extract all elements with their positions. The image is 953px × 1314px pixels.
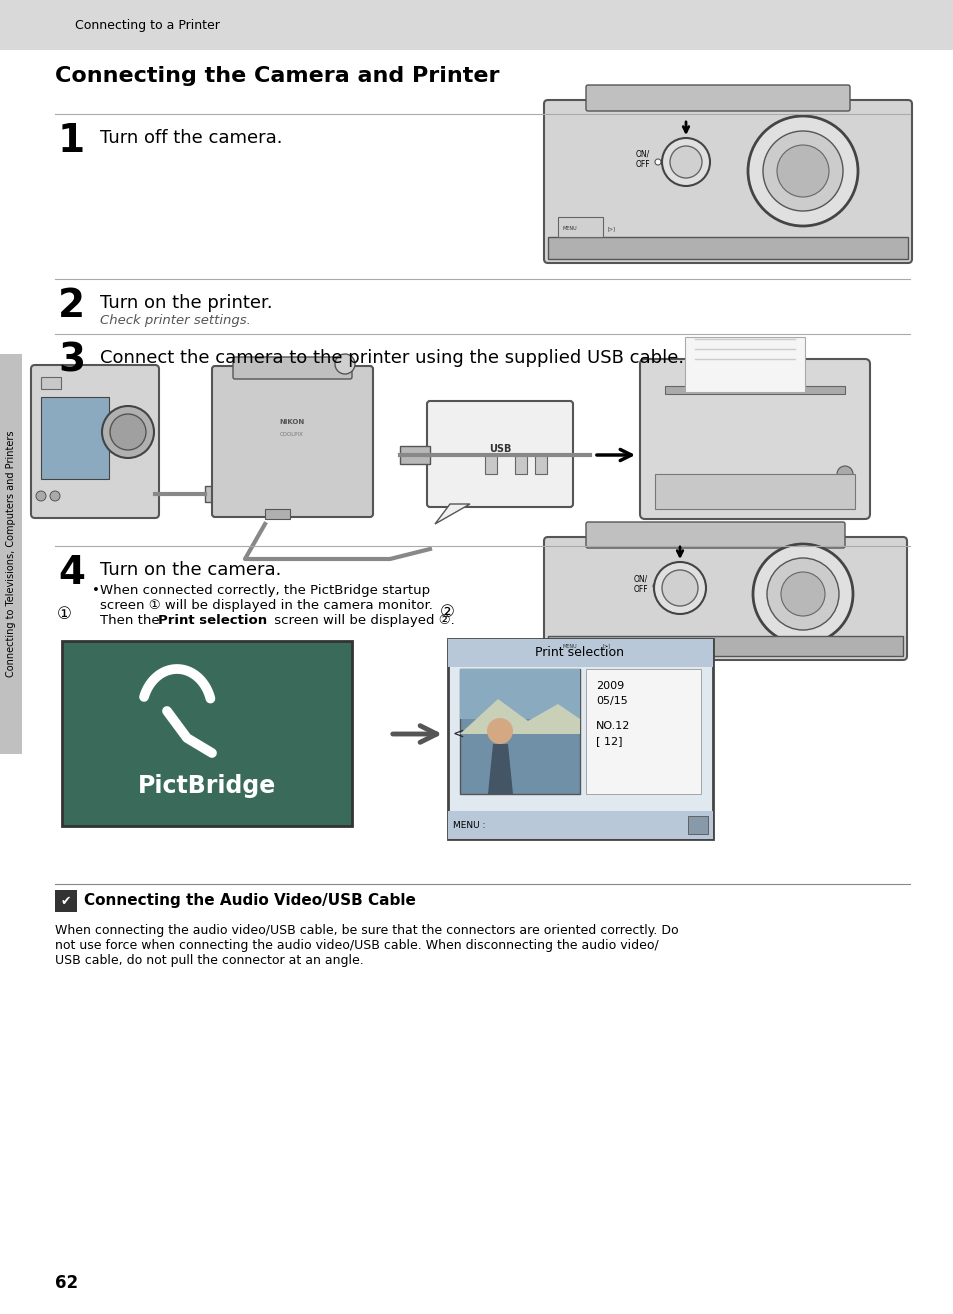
Text: ①: ① [57, 604, 71, 623]
Bar [448, 639, 712, 668]
Text: ②: ② [439, 603, 455, 622]
Text: Connect the camera to the printer using the supplied USB cable.: Connect the camera to the printer using … [100, 350, 683, 367]
Bar [515, 455, 526, 474]
Bar [547, 237, 907, 259]
Bar [687, 816, 707, 834]
Text: 05/15: 05/15 [596, 696, 627, 706]
Circle shape [652, 583, 659, 589]
Circle shape [102, 406, 153, 459]
Text: 1: 1 [58, 122, 85, 160]
Bar [0, 0, 953, 50]
Bar [547, 636, 902, 656]
Text: [>]: [>] [602, 644, 610, 649]
Bar [535, 455, 546, 474]
Text: Turn off the camera.: Turn off the camera. [100, 129, 282, 147]
Bar [265, 509, 290, 519]
Text: not use force when connecting the audio video/USB cable. When disconnecting the : not use force when connecting the audio … [55, 940, 659, 953]
Circle shape [669, 146, 701, 177]
Bar [558, 217, 602, 237]
Bar [585, 669, 700, 794]
Text: Connecting the Audio Video/USB Cable: Connecting the Audio Video/USB Cable [84, 894, 416, 908]
Bar [62, 641, 352, 827]
Text: When connecting the audio video/USB cable, be sure that the connectors are orien: When connecting the audio video/USB cabl… [55, 924, 678, 937]
Text: MENU: MENU [562, 226, 577, 231]
Text: ON/
OFF: ON/ OFF [633, 574, 648, 594]
Circle shape [766, 558, 838, 629]
Circle shape [50, 491, 60, 501]
FancyBboxPatch shape [30, 365, 159, 518]
FancyBboxPatch shape [585, 85, 849, 110]
Text: 4: 4 [58, 555, 85, 593]
Text: USB cable, do not pull the connector at an angle.: USB cable, do not pull the connector at … [55, 954, 363, 967]
Bar [0, 353, 22, 754]
Bar [205, 486, 227, 502]
Text: Print selection: Print selection [158, 614, 267, 627]
Text: screen will be displayed ②.: screen will be displayed ②. [270, 614, 455, 627]
Circle shape [110, 414, 146, 449]
Bar [399, 445, 430, 464]
Text: PictBridge: PictBridge [138, 774, 275, 798]
FancyBboxPatch shape [212, 367, 373, 516]
Circle shape [752, 544, 852, 644]
Bar [55, 890, 77, 912]
Text: Connecting to Televisions, Computers and Printers: Connecting to Televisions, Computers and… [6, 431, 16, 677]
Text: <: < [453, 727, 464, 741]
FancyBboxPatch shape [543, 537, 906, 660]
Text: 2: 2 [58, 286, 85, 325]
Text: •: • [91, 583, 100, 597]
Circle shape [655, 159, 660, 166]
Bar [41, 377, 61, 389]
Bar [459, 669, 579, 719]
Text: ✔: ✔ [61, 895, 71, 908]
Text: Connecting to a Printer: Connecting to a Printer [75, 18, 219, 32]
Circle shape [661, 138, 709, 187]
Circle shape [836, 466, 852, 482]
Circle shape [486, 717, 513, 744]
Bar [484, 455, 497, 474]
FancyBboxPatch shape [639, 359, 869, 519]
Bar [448, 811, 712, 840]
Bar [41, 397, 109, 480]
Bar [459, 669, 579, 794]
Text: USB: USB [488, 444, 511, 455]
Bar [684, 336, 804, 392]
Text: Then the: Then the [100, 614, 164, 627]
Text: 3: 3 [58, 342, 85, 380]
Text: When connected correctly, the PictBridge startup: When connected correctly, the PictBridge… [100, 583, 430, 597]
Text: NIKON: NIKON [279, 419, 304, 424]
Text: Check printer settings.: Check printer settings. [100, 314, 251, 327]
Text: MENU: MENU [562, 644, 577, 649]
Circle shape [661, 570, 698, 606]
Text: 2009: 2009 [596, 681, 623, 691]
Text: COOLPIX: COOLPIX [280, 431, 304, 436]
Circle shape [335, 353, 355, 374]
Text: [ 12]: [ 12] [596, 736, 622, 746]
FancyBboxPatch shape [585, 522, 844, 548]
Circle shape [36, 491, 46, 501]
FancyBboxPatch shape [427, 401, 573, 507]
Text: screen ① will be displayed in the camera monitor.: screen ① will be displayed in the camera… [100, 599, 433, 612]
Polygon shape [459, 699, 579, 735]
Circle shape [781, 572, 824, 616]
Text: Turn on the printer.: Turn on the printer. [100, 294, 273, 311]
Bar [655, 474, 854, 509]
Polygon shape [435, 505, 470, 524]
Bar [448, 639, 712, 840]
Text: ON/
OFF: ON/ OFF [635, 150, 650, 168]
Text: NO.12: NO.12 [596, 721, 630, 731]
Circle shape [762, 131, 842, 212]
Text: Turn on the camera.: Turn on the camera. [100, 561, 281, 579]
FancyBboxPatch shape [543, 100, 911, 263]
Bar [664, 386, 844, 394]
Circle shape [776, 145, 828, 197]
FancyBboxPatch shape [233, 357, 352, 378]
Polygon shape [488, 744, 513, 794]
Text: [>]: [>] [607, 226, 616, 231]
Text: Connecting the Camera and Printer: Connecting the Camera and Printer [55, 66, 499, 85]
Circle shape [747, 116, 857, 226]
Circle shape [654, 562, 705, 614]
Text: Print selection: Print selection [535, 646, 624, 660]
Text: 62: 62 [55, 1275, 78, 1292]
Text: MENU :: MENU : [453, 820, 485, 829]
